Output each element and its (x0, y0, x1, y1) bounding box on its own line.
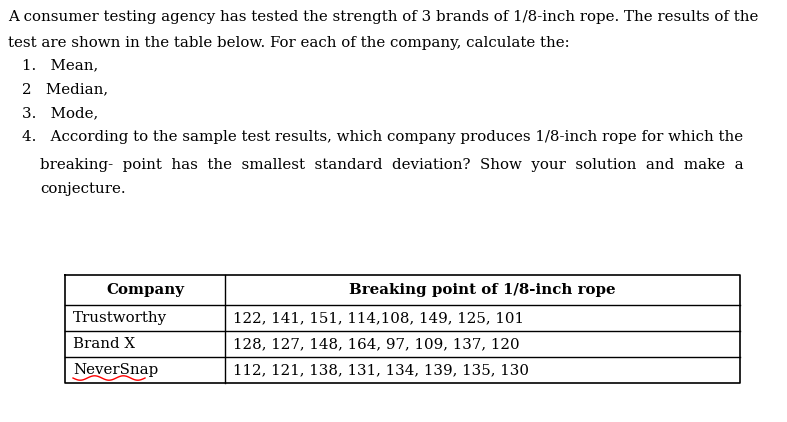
Text: breaking-  point  has  the  smallest  standard  deviation?  Show  your  solution: breaking- point has the smallest standar… (40, 158, 744, 172)
Text: 4.   According to the sample test results, which company produces 1/8-inch rope : 4. According to the sample test results,… (22, 130, 743, 144)
Text: NeverSnap: NeverSnap (73, 363, 158, 377)
Text: 112, 121, 138, 131, 134, 139, 135, 130: 112, 121, 138, 131, 134, 139, 135, 130 (233, 363, 529, 377)
Text: 122, 141, 151, 114,108, 149, 125, 101: 122, 141, 151, 114,108, 149, 125, 101 (233, 311, 524, 325)
Text: 128, 127, 148, 164, 97, 109, 137, 120: 128, 127, 148, 164, 97, 109, 137, 120 (233, 337, 519, 351)
Text: conjecture.: conjecture. (40, 182, 126, 196)
Text: Company: Company (106, 283, 184, 297)
Text: Brand X: Brand X (73, 337, 135, 351)
Text: test are shown in the table below. For each of the company, calculate the:: test are shown in the table below. For e… (8, 36, 570, 50)
Text: A consumer testing agency has tested the strength of 3 brands of 1/8-inch rope. : A consumer testing agency has tested the… (8, 10, 759, 24)
Text: Breaking point of 1/8-inch rope: Breaking point of 1/8-inch rope (349, 283, 615, 297)
Text: 2   Median,: 2 Median, (22, 82, 108, 96)
Text: Trustworthy: Trustworthy (73, 311, 167, 325)
Text: 3.   Mode,: 3. Mode, (22, 106, 98, 120)
Text: 1.   Mean,: 1. Mean, (22, 58, 98, 72)
